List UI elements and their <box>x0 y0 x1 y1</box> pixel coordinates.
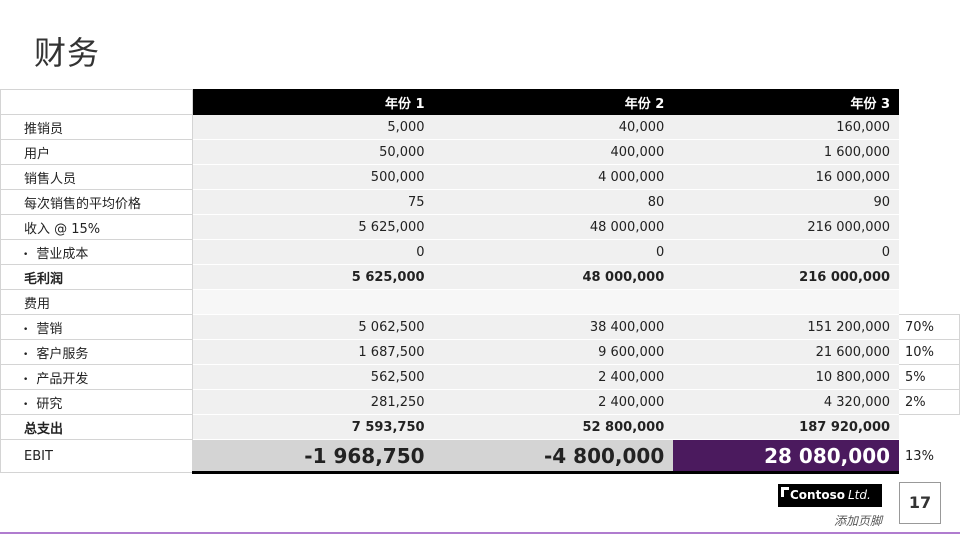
table-row: 营业成本 0 0 0 <box>0 239 960 265</box>
cell-year-3: 160,000 <box>672 114 900 140</box>
cell-year-2: -4 800,000 <box>432 439 674 474</box>
cell-year-2: 2 400,000 <box>432 389 674 415</box>
cell-percent: 10% <box>898 339 960 365</box>
column-header-year-3: 年份 3 <box>672 89 900 115</box>
cell-percent: 70% <box>898 314 960 340</box>
cell-year-1: 50,000 <box>191 139 434 165</box>
table-row: 每次销售的平均价格 75 80 90 <box>0 189 960 215</box>
row-label: EBIT <box>0 439 193 473</box>
cell-year-2: 48 000,000 <box>432 264 674 290</box>
row-label: 销售人员 <box>0 164 193 190</box>
logo-name: Contoso <box>790 488 845 502</box>
row-label: 推销员 <box>0 114 193 140</box>
cell-percent: 2% <box>898 389 960 415</box>
page-title: 财务 <box>34 34 101 72</box>
cell-year-2: 80 <box>432 189 674 215</box>
cell-year-1: 75 <box>191 189 434 215</box>
cell-year-2: 0 <box>432 239 674 265</box>
cell-year-3: 90 <box>672 189 900 215</box>
header-corner-cell <box>0 89 193 115</box>
row-label: 毛利润 <box>0 264 193 290</box>
cell-year-1: 1 687,500 <box>191 339 434 365</box>
cell-year-3: 10 800,000 <box>672 364 900 390</box>
table-header-row: 年份 1 年份 2 年份 3 <box>0 89 960 115</box>
logo-suffix: Ltd. <box>847 488 871 502</box>
cell-year-2: 38 400,000 <box>432 314 674 340</box>
cell-year-1: 5 062,500 <box>191 314 434 340</box>
cell-year-1: 7 593,750 <box>191 414 434 440</box>
cell-year-2: 2 400,000 <box>432 364 674 390</box>
cell-year-3: 0 <box>672 239 900 265</box>
table-row: 销售人员 500,000 4 000,000 16 000,000 <box>0 164 960 190</box>
cell-year-3: 16 000,000 <box>672 164 900 190</box>
cell-year-3: 4 320,000 <box>672 389 900 415</box>
row-label: 用户 <box>0 139 193 165</box>
table-row: 总支出 7 593,750 52 800,000 187 920,000 <box>0 414 960 440</box>
table-row: 收入 @ 15% 5 625,000 48 000,000 216 000,00… <box>0 214 960 240</box>
cell-year-2 <box>432 289 674 315</box>
row-label: 每次销售的平均价格 <box>0 189 193 215</box>
column-header-year-1: 年份 1 <box>191 89 434 115</box>
cell-year-2: 52 800,000 <box>432 414 674 440</box>
cell-year-1: 5 625,000 <box>191 214 434 240</box>
table-row: 营销 5 062,500 38 400,000 151 200,000 70% <box>0 314 960 340</box>
cell-year-3-highlight: 28 080,000 <box>672 439 900 474</box>
row-label: 收入 @ 15% <box>0 214 193 240</box>
table-row: 产品开发 562,500 2 400,000 10 800,000 5% <box>0 364 960 390</box>
cell-year-1: 5,000 <box>191 114 434 140</box>
cell-year-1 <box>191 289 434 315</box>
row-label: 研究 <box>0 389 193 415</box>
table-row-ebit: EBIT -1 968,750 -4 800,000 28 080,000 13… <box>0 439 960 474</box>
bottom-accent-line <box>0 532 960 534</box>
page-number: 17 <box>899 482 941 524</box>
cell-year-3: 187 920,000 <box>672 414 900 440</box>
table-row: 推销员 5,000 40,000 160,000 <box>0 114 960 140</box>
logo-bracket-icon <box>781 487 789 497</box>
row-label: 营销 <box>0 314 193 340</box>
cell-year-1: 281,250 <box>191 389 434 415</box>
cell-year-3: 1 600,000 <box>672 139 900 165</box>
column-header-year-2: 年份 2 <box>432 89 674 115</box>
cell-percent: 13% <box>898 439 960 473</box>
cell-year-2: 40,000 <box>432 114 674 140</box>
row-label: 营业成本 <box>0 239 193 265</box>
table-row: 客户服务 1 687,500 9 600,000 21 600,000 10% <box>0 339 960 365</box>
footer-text: 添加页脚 <box>834 514 883 528</box>
table-row: 费用 <box>0 289 960 315</box>
cell-year-3: 151 200,000 <box>672 314 900 340</box>
cell-year-1: 562,500 <box>191 364 434 390</box>
cell-year-3: 216 000,000 <box>672 264 900 290</box>
cell-year-2: 400,000 <box>432 139 674 165</box>
table-row: 毛利润 5 625,000 48 000,000 216 000,000 <box>0 264 960 290</box>
cell-year-1: 500,000 <box>191 164 434 190</box>
row-label: 费用 <box>0 289 193 315</box>
company-logo: Contoso Ltd. <box>778 484 882 507</box>
row-label: 总支出 <box>0 414 193 440</box>
cell-percent: 5% <box>898 364 960 390</box>
cell-year-3 <box>672 289 900 315</box>
financial-table: 年份 1 年份 2 年份 3 推销员 5,000 40,000 160,000 … <box>0 89 960 474</box>
cell-year-3: 21 600,000 <box>672 339 900 365</box>
row-label: 产品开发 <box>0 364 193 390</box>
table-row: 研究 281,250 2 400,000 4 320,000 2% <box>0 389 960 415</box>
table-row: 用户 50,000 400,000 1 600,000 <box>0 139 960 165</box>
cell-year-2: 9 600,000 <box>432 339 674 365</box>
cell-year-1: 5 625,000 <box>191 264 434 290</box>
cell-year-1: -1 968,750 <box>191 439 434 474</box>
cell-year-1: 0 <box>191 239 434 265</box>
cell-year-2: 48 000,000 <box>432 214 674 240</box>
cell-year-2: 4 000,000 <box>432 164 674 190</box>
row-label: 客户服务 <box>0 339 193 365</box>
cell-year-3: 216 000,000 <box>672 214 900 240</box>
